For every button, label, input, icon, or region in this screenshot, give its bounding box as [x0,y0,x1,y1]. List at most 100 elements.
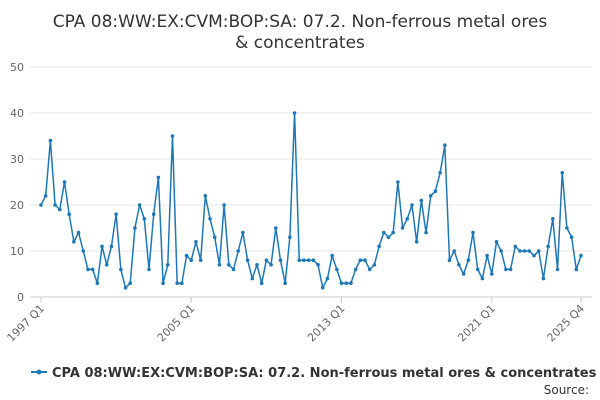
data-point[interactable] [147,267,151,272]
data-point[interactable] [433,189,438,193]
data-point[interactable] [123,286,128,290]
data-point[interactable] [518,249,522,253]
data-point[interactable] [104,263,109,267]
data-point[interactable] [198,258,203,263]
data-point[interactable] [109,244,114,249]
data-point[interactable] [349,281,353,286]
data-point[interactable] [264,258,269,263]
data-point[interactable] [400,226,405,230]
data-point[interactable] [541,276,546,281]
data-point[interactable] [419,198,424,203]
data-point[interactable] [227,263,231,267]
data-point[interactable] [358,258,363,263]
data-point[interactable] [499,249,503,253]
data-point[interactable] [81,249,86,253]
data-point[interactable] [405,217,410,221]
data-point[interactable] [471,230,475,235]
data-point[interactable] [297,258,302,263]
data-point[interactable] [363,258,367,263]
data-point[interactable] [428,194,433,198]
data-point[interactable] [372,263,377,267]
data-point[interactable] [306,258,311,263]
data-point[interactable] [283,281,287,286]
data-point[interactable] [119,267,123,272]
data-point[interactable] [353,267,358,272]
data-point[interactable] [90,267,95,272]
data-point[interactable] [410,203,414,207]
data-point[interactable] [67,212,71,216]
data-point[interactable] [522,249,527,253]
data-point[interactable] [569,235,574,239]
data-point[interactable] [57,207,62,212]
data-point[interactable] [245,258,250,263]
data-point[interactable] [335,267,339,272]
data-point[interactable] [396,180,400,184]
data-point[interactable] [241,230,245,235]
data-point[interactable] [231,267,236,272]
data-point[interactable] [457,263,461,267]
data-point[interactable] [208,217,212,221]
data-point[interactable] [236,249,241,253]
data-point[interactable] [438,171,442,175]
data-point[interactable] [330,253,334,258]
data-point[interactable] [466,258,471,263]
data-point[interactable] [311,258,316,263]
data-point[interactable] [273,226,278,230]
data-point[interactable] [452,249,457,253]
data-point[interactable] [504,267,508,272]
data-point[interactable] [555,267,560,272]
data-point[interactable] [175,281,179,286]
data-point[interactable] [377,244,381,249]
data-point[interactable] [269,263,273,267]
data-point[interactable] [142,217,147,221]
data-point[interactable] [339,281,344,286]
data-point[interactable] [574,267,579,272]
data-point[interactable] [367,267,372,272]
data-point[interactable] [137,203,142,207]
data-point[interactable] [156,175,161,180]
data-point[interactable] [100,244,104,249]
data-point[interactable] [133,226,137,230]
data-point[interactable] [480,276,485,281]
data-point[interactable] [461,272,466,276]
data-point[interactable] [217,263,222,267]
data-point[interactable] [391,230,395,235]
data-point[interactable] [485,253,489,258]
data-point[interactable] [170,134,175,138]
data-point[interactable] [443,143,447,147]
data-point[interactable] [565,226,569,230]
data-point[interactable] [222,203,226,207]
data-point[interactable] [48,138,53,143]
data-point[interactable] [76,230,81,235]
data-point[interactable] [489,272,494,276]
data-point[interactable] [39,203,43,207]
data-point[interactable] [320,286,325,290]
data-point[interactable] [255,263,259,267]
data-point[interactable] [532,253,536,258]
data-point[interactable] [151,212,156,216]
data-point[interactable] [424,230,428,235]
data-point[interactable] [386,235,391,239]
data-point[interactable] [203,194,208,198]
data-point[interactable] [551,217,555,221]
data-point[interactable] [560,171,565,175]
data-point[interactable] [288,235,292,239]
data-point[interactable] [161,281,165,286]
data-point[interactable] [189,258,194,263]
data-point[interactable] [128,281,133,286]
data-point[interactable] [95,281,100,286]
legend[interactable]: CPA 08:WW:EX:CVM:BOP:SA: 07.2. Non-ferro… [31,366,597,381]
data-point[interactable] [527,249,532,253]
data-point[interactable] [278,258,283,263]
data-point[interactable] [475,267,480,272]
data-point[interactable] [53,203,57,207]
data-point[interactable] [494,240,499,244]
data-point[interactable] [114,212,118,216]
data-point[interactable] [212,235,217,239]
data-point[interactable] [447,258,452,263]
data-point[interactable] [381,230,386,235]
data-point[interactable] [62,180,67,184]
data-point[interactable] [579,253,583,258]
data-point[interactable] [43,194,48,198]
data-point[interactable] [546,244,550,249]
